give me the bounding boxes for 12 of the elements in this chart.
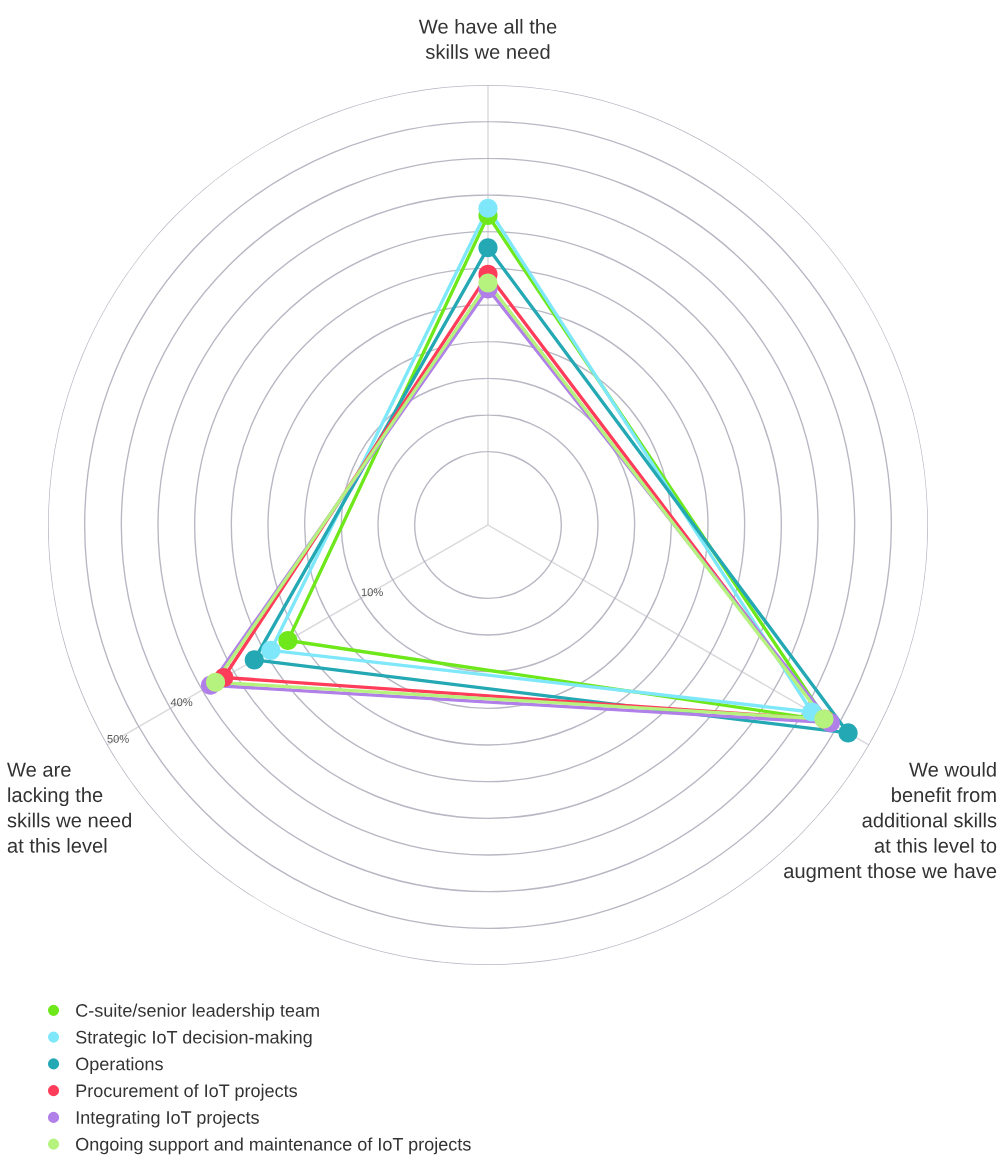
y-tick-label: 50% — [107, 734, 129, 743]
legend-label: C-suite/senior leadership team — [76, 1003, 319, 1021]
legend-label: Strategic IoT decision-making — [76, 1030, 312, 1048]
legend-label: Operations — [76, 1057, 163, 1074]
spoke-label: We would benefit from additional skills at this level to augment those we have — [784, 762, 997, 883]
y-tick-label: 10% — [361, 588, 383, 597]
spoke-label: We have all the skills we need — [418, 18, 557, 60]
legend-label: Integrating IoT projects — [76, 1110, 259, 1128]
legend-label: Procurement of IoT projects — [76, 1083, 298, 1101]
y-tick-label: 40% — [170, 698, 193, 707]
legend-label: Ongoing support and maintenance of IoT projects — [76, 1137, 471, 1155]
spoke-label: We are lacking the skills we need at this level — [7, 762, 132, 853]
